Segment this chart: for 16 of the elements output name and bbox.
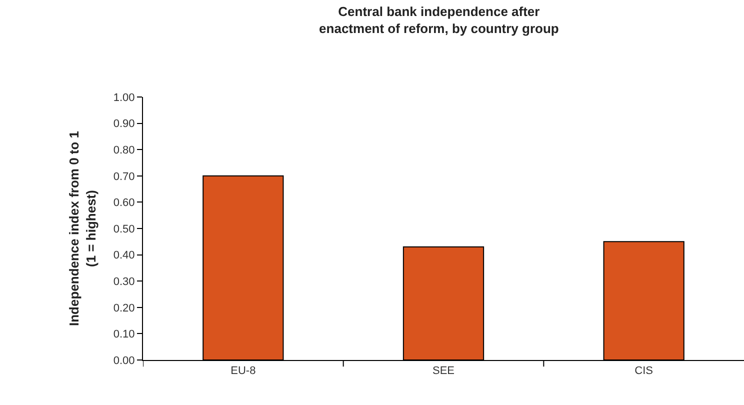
y-tick-label: 0.30 [113, 276, 135, 288]
y-tick-label: 0.20 [113, 302, 135, 314]
y-tick-label: 0.60 [113, 197, 135, 210]
y-axis-title: Independence index from 0 to 1 (1 = highest) [66, 130, 98, 326]
y-tick-label: 0.10 [113, 328, 135, 341]
chart-title: Central bank independence after enactment of reform, by country group [319, 4, 559, 36]
y-tick-label: 0.80 [113, 144, 135, 156]
x-tick-label: EU-8 [230, 365, 256, 378]
y-tick-label: 0.00 [113, 354, 135, 367]
y-tick-label: 0.40 [113, 250, 135, 262]
y-tick-label: 1.00 [113, 92, 135, 104]
x-tick-label: SEE [432, 365, 455, 378]
y-tick-label: 0.50 [113, 223, 135, 236]
y-tick-label: 0.90 [113, 118, 135, 130]
y-tick-label: 0.70 [113, 170, 135, 183]
x-tick-label: CIS [634, 365, 653, 378]
